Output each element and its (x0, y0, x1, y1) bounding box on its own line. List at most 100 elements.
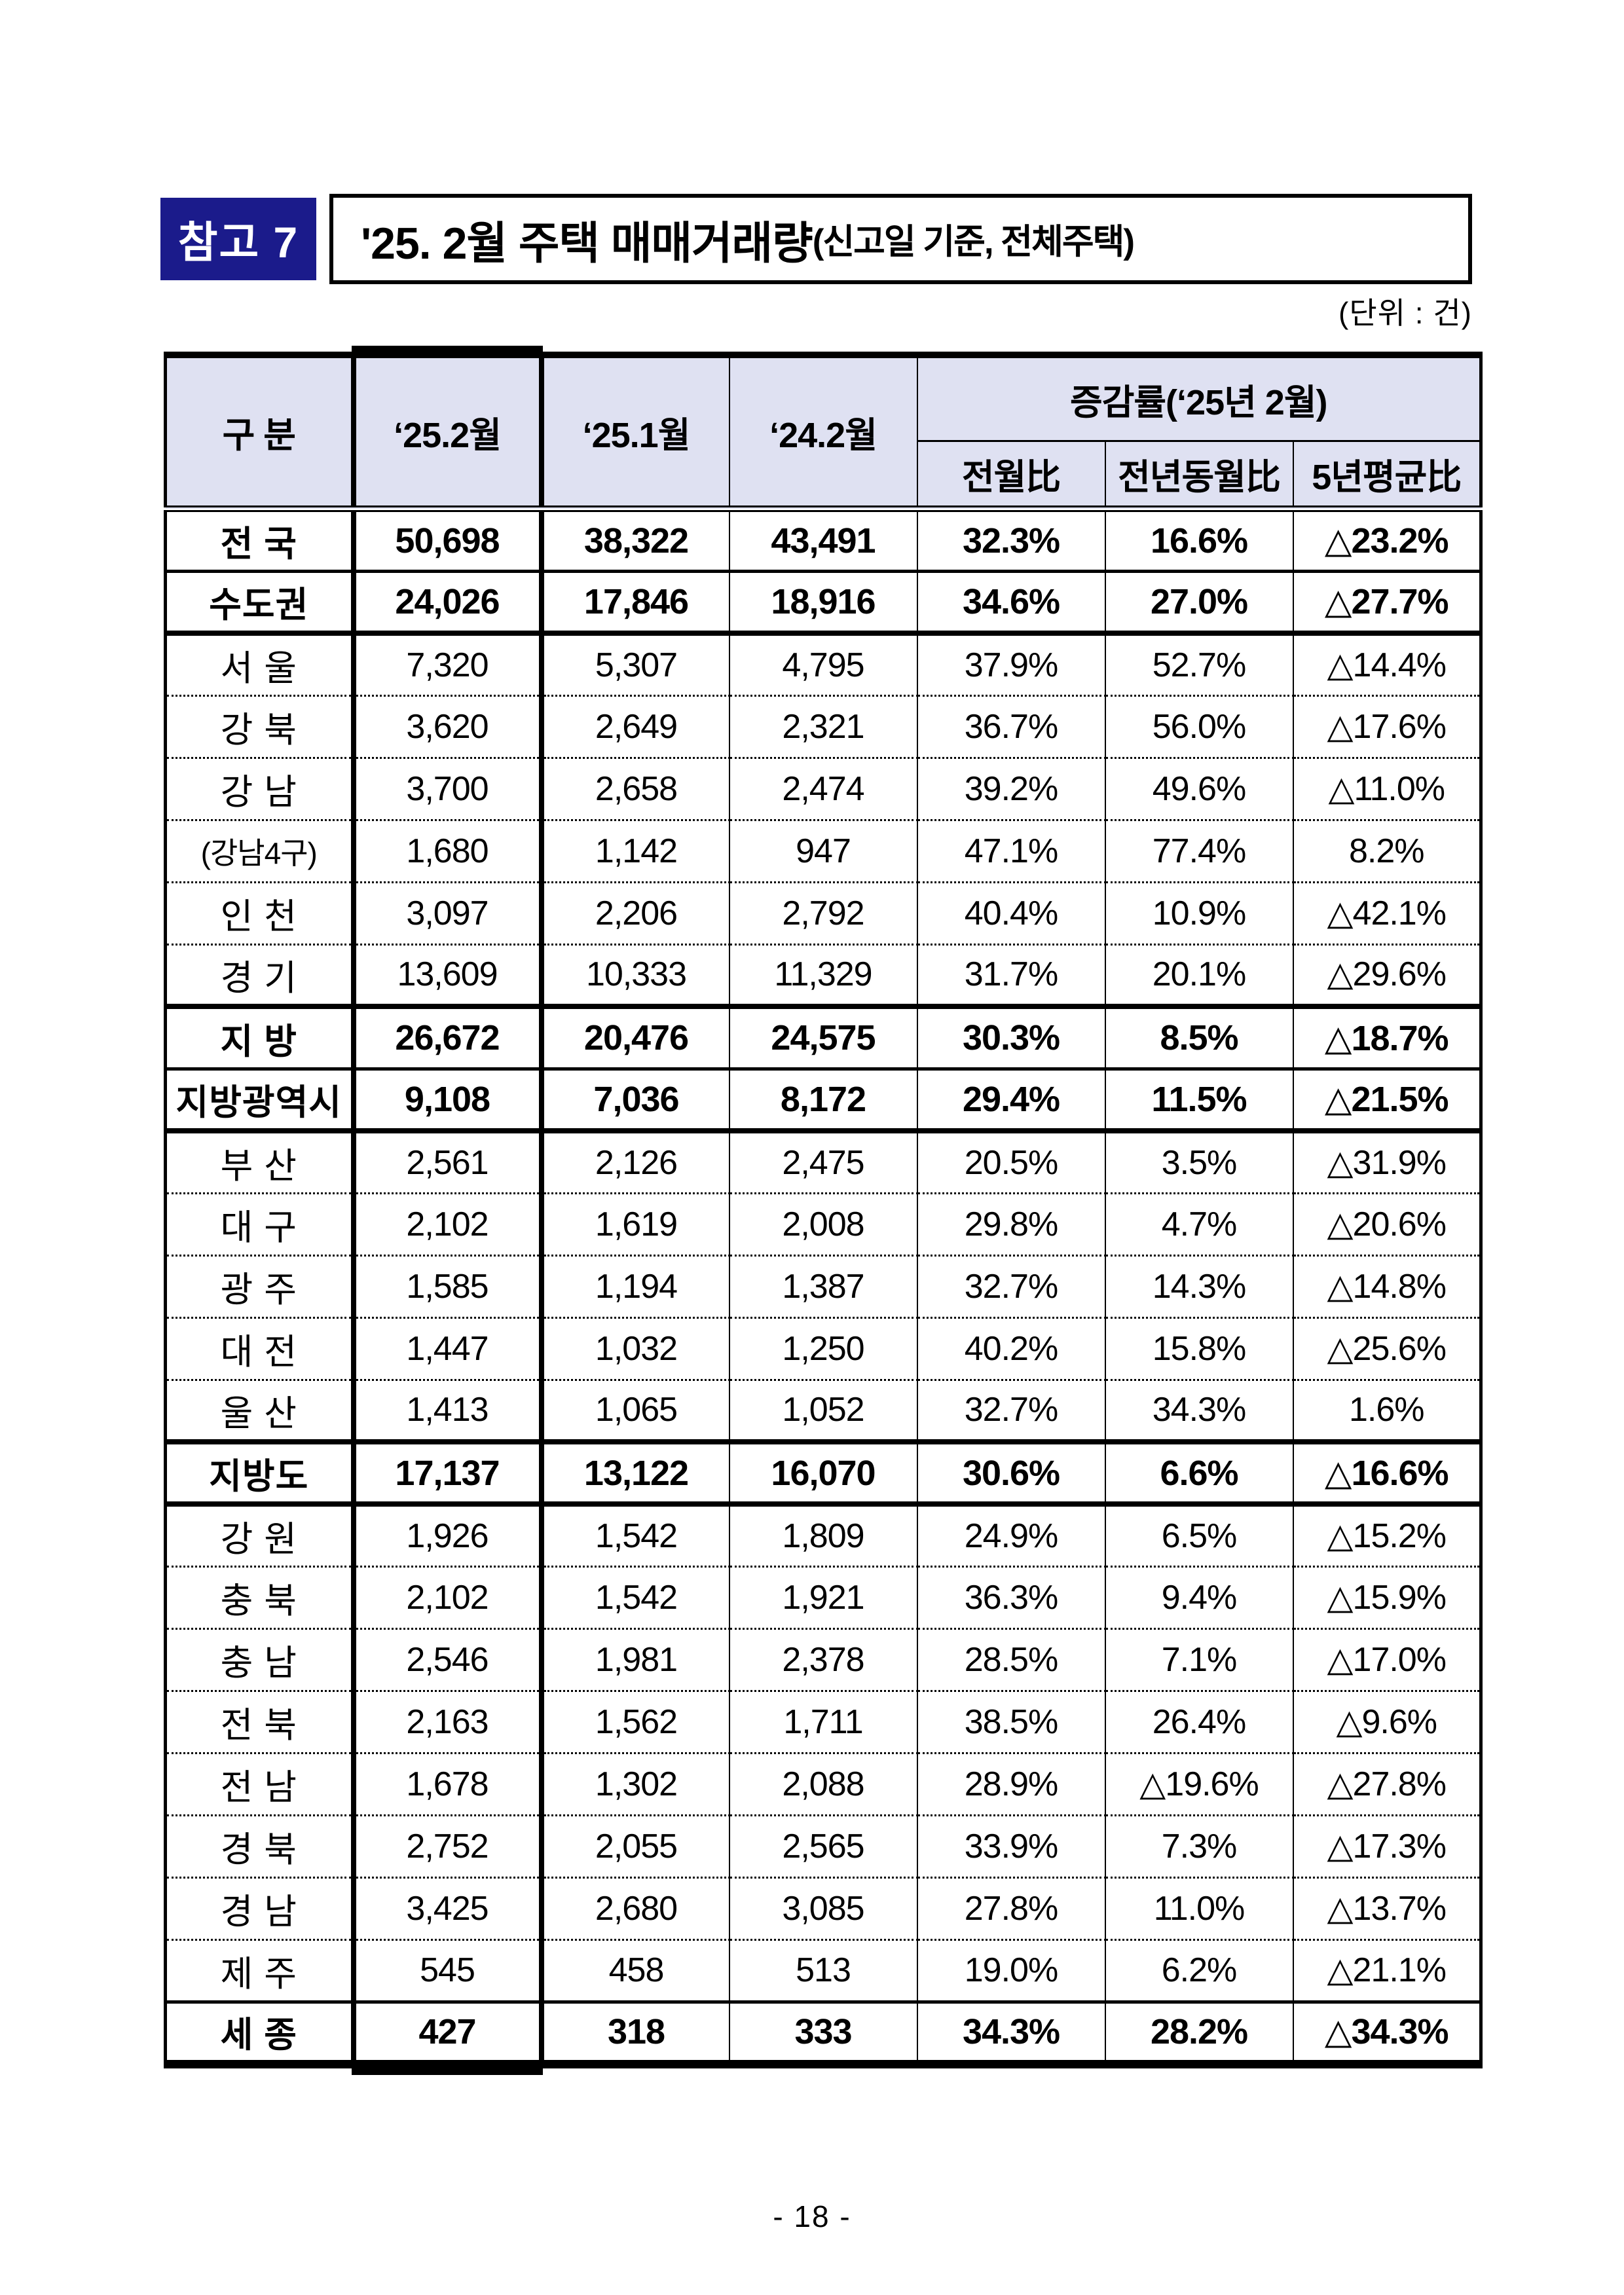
cell-value: 20.5% (916, 1128, 1105, 1193)
cell-value: 7,036 (540, 1067, 729, 1131)
cell-value: △21.5% (1292, 1067, 1481, 1131)
table-row: 서 울 7,320 5,307 4,795 37.9% 52.7% △14.4% (165, 631, 1481, 695)
cell-value: 2,206 (540, 881, 729, 944)
table-row: 강 남 3,700 2,658 2,474 39.2% 49.6% △11.0% (165, 756, 1481, 820)
cell-value: 4.7% (1104, 1192, 1293, 1255)
row-label: 강 원 (165, 1501, 354, 1566)
cell-value: 1,142 (540, 818, 729, 882)
highlight-column-cap-top (352, 346, 543, 354)
cell-value: 32.7% (916, 1254, 1105, 1317)
cell-value: △9.6% (1292, 1689, 1481, 1753)
cell-value: 14.3% (1104, 1254, 1293, 1317)
cell-value: 36.7% (916, 694, 1105, 758)
cell-value: △27.7% (1292, 569, 1481, 633)
header-month-2402: ‘24.2월 (728, 355, 917, 512)
cell-value: 2,055 (540, 1814, 729, 1877)
row-label: 전 국 (165, 509, 354, 571)
table-wrap: 구 분 ‘25.2월 ‘25.1월 ‘24.2월 증감률(‘25년 2월) 전월… (164, 346, 1483, 2075)
cell-value: 2,088 (728, 1752, 917, 1815)
cell-value: 24,026 (350, 569, 544, 633)
row-label: 전 북 (165, 1689, 354, 1753)
badge-label: 참고 7 (177, 218, 299, 266)
cell-value: 18,916 (728, 569, 917, 633)
cell-value: 77.4% (1104, 818, 1293, 882)
cell-value: 2,474 (728, 756, 917, 820)
cell-value: 1,619 (540, 1192, 729, 1255)
row-label: 대 전 (165, 1316, 354, 1380)
cell-value: 1.6% (1292, 1378, 1481, 1442)
cell-value: 17,137 (350, 1439, 544, 1504)
cell-value: 16.6% (1104, 509, 1293, 571)
cell-value: 38.5% (916, 1689, 1105, 1753)
cell-value: 1,194 (540, 1254, 729, 1317)
cell-value: 32.3% (916, 509, 1105, 571)
cell-value: 49.6% (1104, 756, 1293, 820)
cell-value: 1,680 (350, 818, 544, 882)
cell-value: 7.1% (1104, 1627, 1293, 1691)
header-change-group: 증감률(‘25년 2월) (916, 355, 1481, 442)
cell-value: 2,752 (350, 1814, 544, 1877)
table-row: 강 원 1,926 1,542 1,809 24.9% 6.5% △15.2% (165, 1501, 1481, 1566)
cell-value: △17.3% (1292, 1814, 1481, 1877)
cell-value: 1,065 (540, 1378, 729, 1442)
cell-value: 4,795 (728, 631, 917, 695)
page-title: '25. 2월 주택 매매거래량 (361, 218, 813, 268)
cell-value: 427 (350, 2000, 544, 2064)
cell-value: 28.5% (916, 1627, 1105, 1691)
cell-value: 28.2% (1104, 2000, 1293, 2064)
cell-value: 9.4% (1104, 1565, 1293, 1628)
row-label: 광 주 (165, 1254, 354, 1317)
cell-value: 1,447 (350, 1316, 544, 1380)
cell-value: 2,321 (728, 694, 917, 758)
table-row: 전 북 2,163 1,562 1,711 38.5% 26.4% △9.6% (165, 1689, 1481, 1753)
cell-value: 19.0% (916, 1938, 1105, 2002)
cell-value: 1,542 (540, 1501, 729, 1566)
cell-value: 26.4% (1104, 1689, 1293, 1753)
cell-value: 2,163 (350, 1689, 544, 1753)
cell-value: 1,032 (540, 1316, 729, 1380)
cell-value: △14.8% (1292, 1254, 1481, 1317)
cell-value: 5,307 (540, 631, 729, 695)
row-label: 지방광역시 (165, 1067, 354, 1131)
cell-value: 947 (728, 818, 917, 882)
cell-value: 11.0% (1104, 1876, 1293, 1939)
cell-value: △42.1% (1292, 881, 1481, 944)
table-row: 부 산 2,561 2,126 2,475 20.5% 3.5% △31.9% (165, 1128, 1481, 1193)
cell-value: 32.7% (916, 1378, 1105, 1442)
table-row: 대 구 2,102 1,619 2,008 29.8% 4.7% △20.6% (165, 1192, 1481, 1255)
table-row: 울 산 1,413 1,065 1,052 32.7% 34.3% 1.6% (165, 1378, 1481, 1442)
cell-value: △17.0% (1292, 1627, 1481, 1691)
cell-value: 26,672 (350, 1004, 544, 1069)
cell-value: △15.9% (1292, 1565, 1481, 1628)
cell-value: 1,678 (350, 1752, 544, 1815)
table-row: 광 주 1,585 1,194 1,387 32.7% 14.3% △14.8% (165, 1254, 1481, 1317)
cell-value: 28.9% (916, 1752, 1105, 1815)
row-label: 제 주 (165, 1938, 354, 2002)
cell-value: 3,085 (728, 1876, 917, 1939)
cell-value: △16.6% (1292, 1439, 1481, 1504)
cell-value: 6.6% (1104, 1439, 1293, 1504)
cell-value: 2,378 (728, 1627, 917, 1691)
cell-value: 30.6% (916, 1439, 1105, 1504)
cell-value: 2,565 (728, 1814, 917, 1877)
header-change-mom: 전월比 (916, 441, 1105, 512)
cell-value: 2,126 (540, 1128, 729, 1193)
cell-value: 1,562 (540, 1689, 729, 1753)
table-row: 경 기 13,609 10,333 11,329 31.7% 20.1% △29.6% (165, 943, 1481, 1006)
cell-value: 56.0% (1104, 694, 1293, 758)
cell-value: 318 (540, 2000, 729, 2064)
cell-value: 30.3% (916, 1004, 1105, 1069)
cell-value: △15.2% (1292, 1501, 1481, 1566)
row-label: 지방도 (165, 1439, 354, 1504)
cell-value: 34.3% (916, 2000, 1105, 2064)
cell-value: 2,102 (350, 1565, 544, 1628)
cell-value: △21.1% (1292, 1938, 1481, 2002)
cell-value: 2,102 (350, 1192, 544, 1255)
cell-value: △14.4% (1292, 631, 1481, 695)
row-label: 지 방 (165, 1004, 354, 1069)
row-label: 강 북 (165, 694, 354, 758)
cell-value: 13,122 (540, 1439, 729, 1504)
cell-value: 40.2% (916, 1316, 1105, 1380)
cell-value: 458 (540, 1938, 729, 2002)
